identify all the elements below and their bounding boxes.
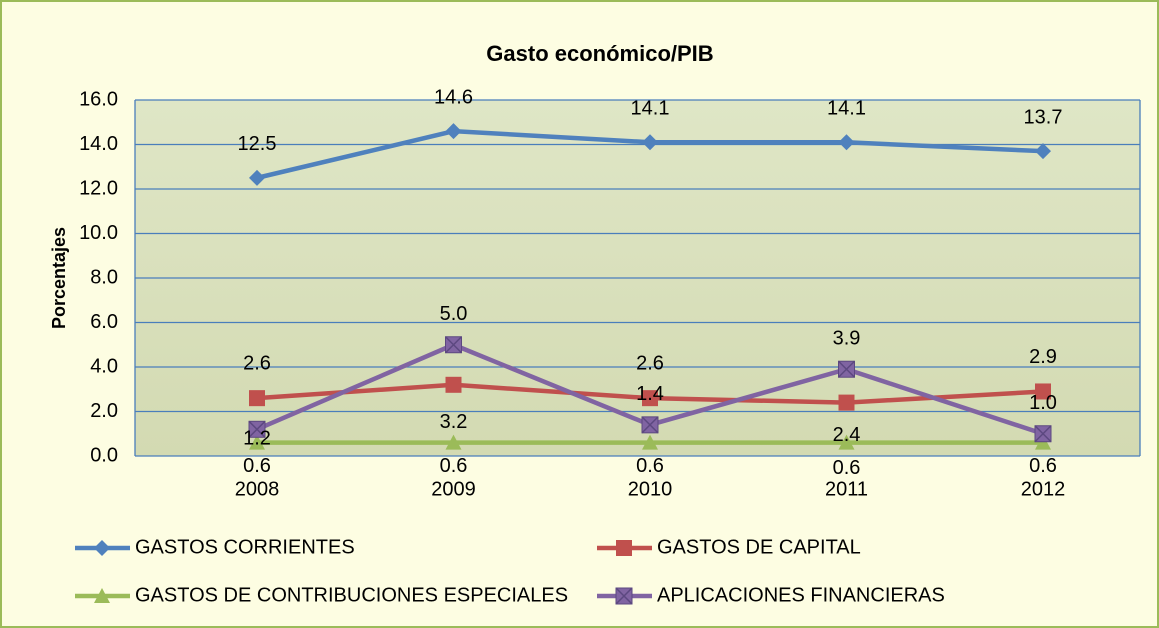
y-tick-label: 8.0: [90, 266, 118, 288]
marker: [1035, 383, 1051, 400]
marker: [444, 336, 463, 354]
marker: [838, 134, 855, 151]
legend-entry: GASTOS DE CAPITAL: [597, 536, 861, 558]
y-tick-label: 12.0: [79, 177, 118, 199]
legend-entry: GASTOS DE CONTRIBUCIONES ESPECIALES: [75, 584, 568, 606]
marker: [445, 123, 462, 140]
marker-cross: [615, 587, 633, 605]
data-label: 1.2: [243, 428, 271, 450]
data-label: 2.4: [833, 424, 861, 446]
marker-cross: [837, 360, 856, 378]
legend-label: GASTOS CORRIENTES: [135, 536, 355, 558]
marker: [249, 169, 265, 186]
marker: [641, 416, 659, 434]
marker: [838, 434, 855, 450]
legend-marker: [94, 588, 110, 603]
legend-label: APLICACIONES FINANCIERAS: [657, 584, 945, 606]
marker-cross: [248, 420, 266, 438]
legend-label: GASTOS DE CAPITAL: [657, 536, 861, 558]
data-label: 2.6: [636, 352, 664, 374]
data-label: 14.1: [631, 98, 670, 120]
marker-cross: [1034, 425, 1052, 443]
y-tick-label: 14.0: [79, 133, 118, 155]
data-label: 3.9: [833, 328, 861, 350]
y-tick-label: 10.0: [79, 222, 118, 244]
legend-marker: [615, 587, 633, 605]
data-label: 3.2: [440, 411, 468, 433]
data-label: 0.6: [440, 455, 468, 477]
data-label: 2.6: [243, 352, 271, 374]
data-label: 2.9: [1029, 346, 1057, 368]
marker: [642, 134, 658, 151]
legend-label: GASTOS DE CONTRIBUCIONES ESPECIALES: [135, 584, 568, 606]
marker: [445, 376, 462, 393]
data-label: 0.6: [833, 457, 861, 479]
x-tick-label: 2008: [235, 478, 280, 500]
marker: [1035, 143, 1051, 160]
legend-marker: [616, 540, 632, 556]
marker: [249, 434, 265, 450]
marker: [838, 394, 855, 411]
x-tick-label: 2009: [431, 478, 476, 500]
data-label: 14.6: [434, 86, 473, 108]
data-label: 1.0: [1029, 392, 1057, 414]
data-label: 12.5: [238, 133, 277, 155]
legend-marker: [94, 540, 110, 556]
marker: [249, 390, 265, 407]
data-label: 0.6: [1029, 455, 1057, 477]
data-label: 0.6: [636, 455, 664, 477]
marker-cross: [444, 336, 463, 354]
y-tick-label: 6.0: [90, 311, 118, 333]
marker: [642, 434, 658, 450]
y-tick-label: 16.0: [79, 88, 118, 110]
marker: [445, 434, 462, 450]
marker: [248, 420, 266, 438]
marker: [642, 390, 658, 407]
y-tick-label: 4.0: [90, 355, 118, 377]
data-label: 0.6: [243, 455, 271, 477]
data-label: 14.1: [827, 98, 866, 120]
marker: [1034, 425, 1052, 443]
chart-title: Gasto económico/PIB: [486, 41, 713, 66]
legend-entry: GASTOS CORRIENTES: [75, 536, 355, 558]
marker-cross: [641, 416, 659, 434]
x-tick-label: 2011: [825, 478, 868, 500]
y-tick-label: 0.0: [90, 444, 118, 466]
x-tick-label: 2010: [628, 478, 673, 500]
y-axis-label: Porcentajes: [49, 227, 69, 329]
marker: [837, 360, 856, 378]
legend-entry: APLICACIONES FINANCIERAS: [597, 584, 945, 606]
x-tick-label: 2012: [1021, 478, 1066, 500]
y-tick-label: 2.0: [90, 400, 118, 422]
data-label: 5.0: [440, 303, 468, 325]
data-label: 1.4: [636, 383, 664, 405]
data-label: 13.7: [1024, 106, 1063, 128]
